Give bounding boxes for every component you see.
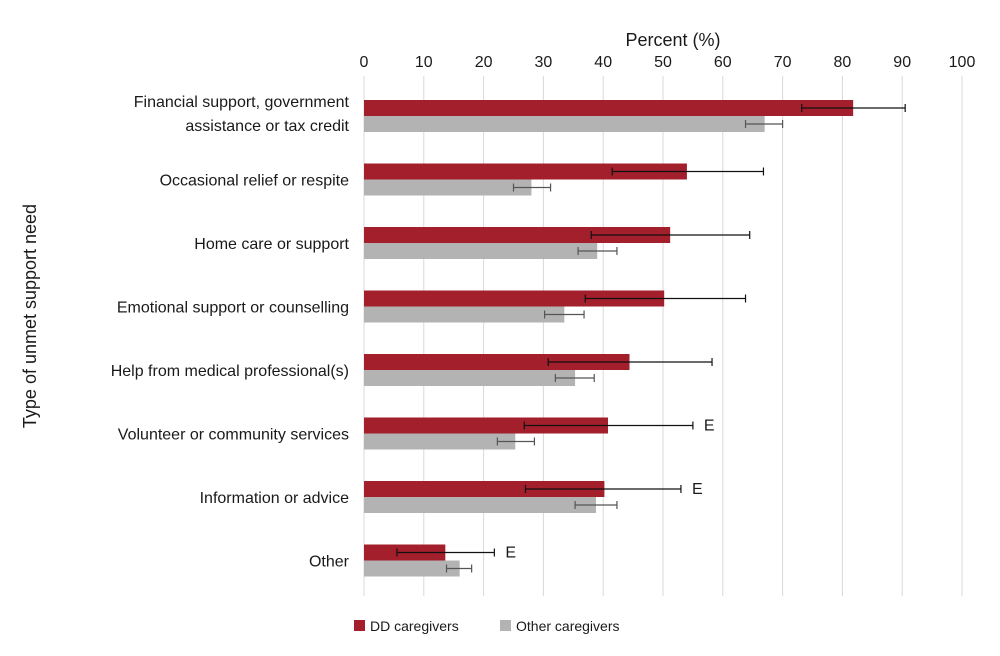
bar-other-caregivers (364, 243, 598, 259)
bar-other-caregivers (364, 560, 460, 577)
x-tick-label: 30 (535, 54, 553, 71)
x-tick-label: 10 (415, 54, 433, 71)
category-label: Emotional support or counselling (117, 300, 349, 317)
bars (364, 100, 854, 577)
bar-dd-caregivers (364, 100, 854, 116)
x-tick-label: 0 (360, 54, 369, 71)
legend: DD caregivers Other caregivers (354, 618, 619, 634)
x-tick-labels: 0 10 20 30 40 50 60 70 80 90 100 (360, 54, 976, 71)
category-label: Other (309, 554, 350, 571)
bar-other-caregivers (364, 433, 516, 450)
bar-other-caregivers (364, 370, 576, 386)
bar-dd-caregivers (364, 227, 671, 243)
x-tick-label: 70 (774, 54, 792, 71)
bar-dd-caregivers (364, 417, 608, 434)
y-axis-title: Type of unmet support need (20, 204, 40, 428)
error-bars: E E E (396, 104, 906, 573)
x-tick-label: 90 (893, 54, 911, 71)
category-label: Volunteer or community services (118, 427, 349, 444)
estimate-flag: E (704, 418, 715, 435)
legend-swatch-dd-caregivers (354, 620, 365, 631)
category-labels: Financial support, government assistance … (111, 94, 350, 571)
x-tick-label: 50 (654, 54, 672, 71)
category-label: assistance or tax credit (185, 118, 349, 135)
estimate-flag: E (692, 481, 703, 498)
bar-dd-caregivers (364, 163, 687, 180)
x-axis-title: Percent (%) (625, 30, 720, 50)
category-label: Occasional relief or respite (160, 173, 350, 190)
bar-other-caregivers (364, 116, 765, 132)
bar-other-caregivers (364, 179, 532, 196)
category-label: Help from medical professional(s) (111, 363, 349, 380)
legend-label-other-caregivers: Other caregivers (516, 618, 619, 634)
bar-dd-caregivers (364, 354, 630, 370)
category-label: Home care or support (194, 236, 349, 253)
legend-label-dd-caregivers: DD caregivers (370, 618, 459, 634)
category-label: Information or advice (200, 490, 350, 507)
x-tick-label: 40 (594, 54, 612, 71)
legend-swatch-other-caregivers (500, 620, 511, 631)
bar-dd-caregivers (364, 290, 665, 307)
x-tick-label: 80 (834, 54, 852, 71)
x-tick-label: 60 (714, 54, 732, 71)
category-label: Financial support, government (134, 94, 350, 111)
bar-other-caregivers (364, 306, 565, 323)
bar-dd-caregivers (364, 481, 605, 497)
x-tick-label: 100 (949, 54, 976, 71)
estimate-flag: E (505, 545, 516, 562)
x-tick-label: 20 (475, 54, 493, 71)
bar-other-caregivers (364, 497, 597, 513)
gridlines (363, 76, 963, 596)
